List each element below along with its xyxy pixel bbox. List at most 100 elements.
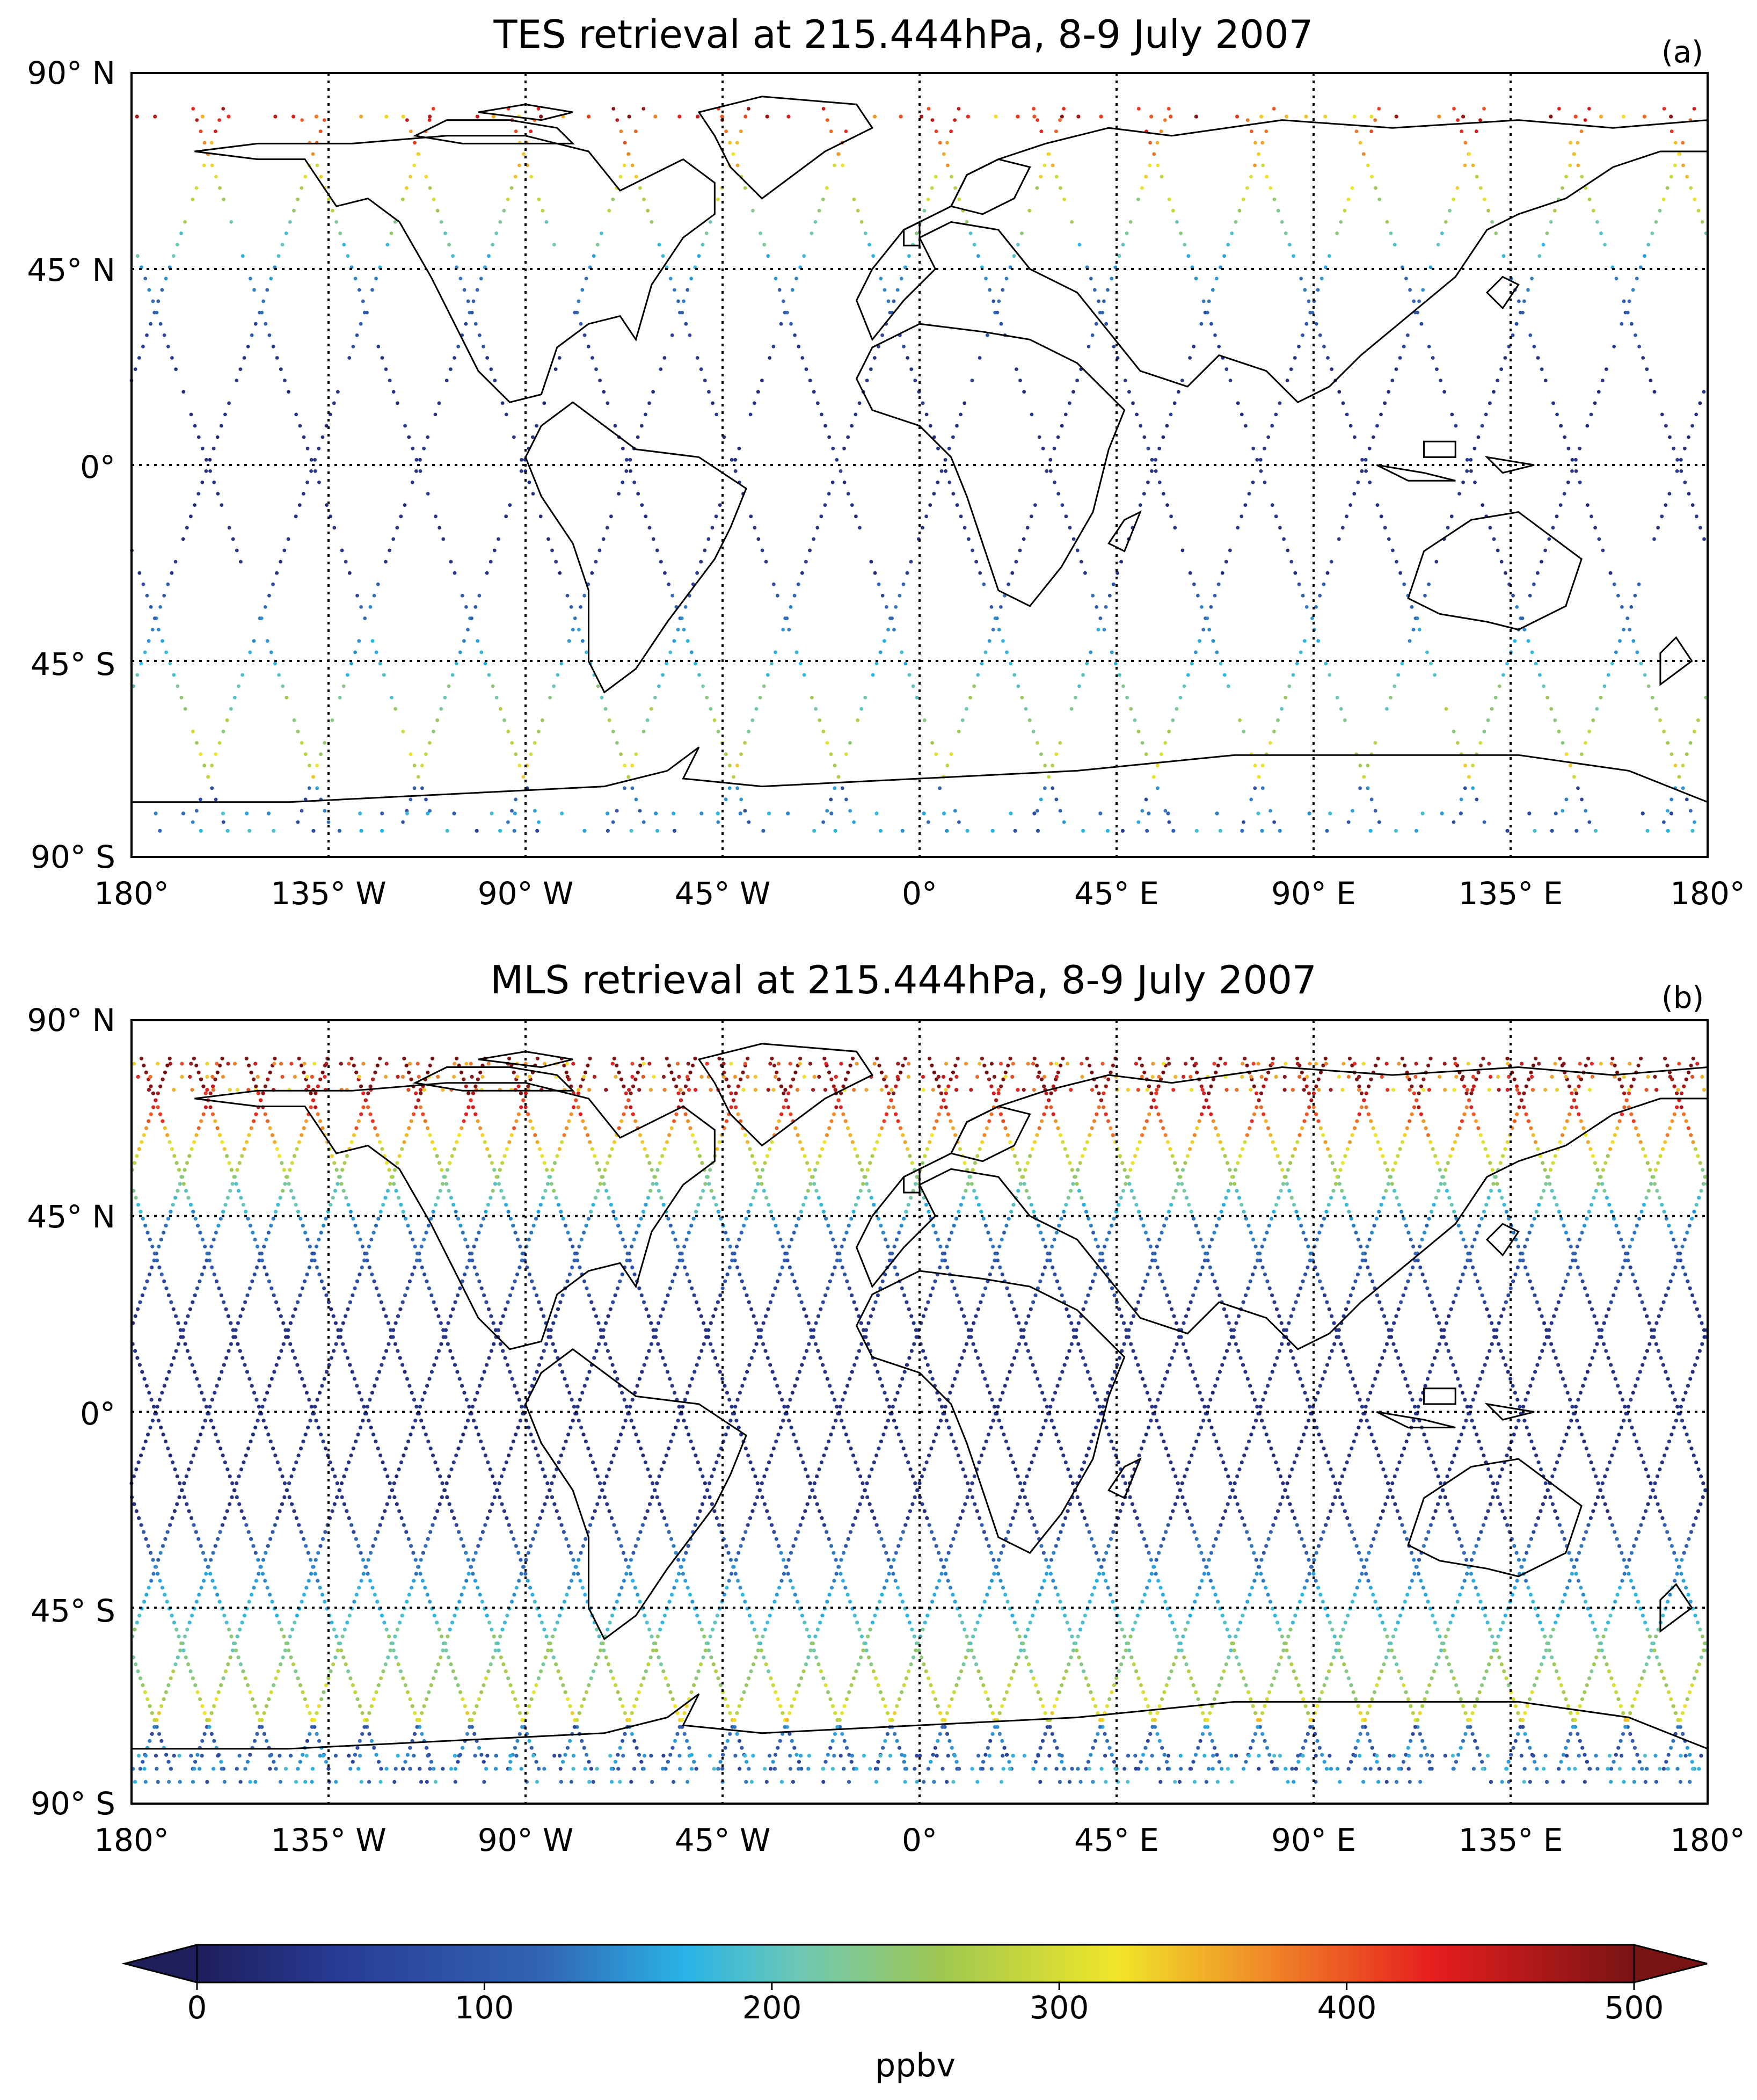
data-point xyxy=(897,1231,901,1235)
data-point xyxy=(906,356,909,360)
data-point xyxy=(240,254,245,258)
data-point xyxy=(669,1440,673,1444)
data-point xyxy=(1469,469,1473,473)
data-point xyxy=(869,1662,873,1667)
data-point xyxy=(915,695,919,700)
colorbar-tick-label-100: 100 xyxy=(454,1989,514,2026)
data-point xyxy=(1001,288,1005,292)
data-point xyxy=(1157,446,1162,450)
data-point xyxy=(326,1676,331,1681)
data-point xyxy=(661,254,665,258)
data-point xyxy=(630,1398,635,1402)
data-point xyxy=(603,1168,607,1172)
data-point xyxy=(191,1454,195,1458)
data-point xyxy=(954,1447,958,1451)
data-point xyxy=(747,730,751,733)
data-point xyxy=(347,1614,352,1618)
data-point xyxy=(752,1627,756,1632)
data-point xyxy=(955,503,959,507)
data-point xyxy=(368,1579,373,1583)
data-point xyxy=(1656,526,1660,530)
data-point xyxy=(570,1711,574,1715)
data-point xyxy=(313,1572,317,1576)
data-point xyxy=(970,1481,974,1485)
data-point xyxy=(212,1704,216,1708)
data-point xyxy=(141,582,145,586)
data-point xyxy=(422,1237,426,1242)
data-point xyxy=(749,1356,754,1360)
data-point xyxy=(305,446,310,450)
data-point xyxy=(851,1210,856,1214)
data-point xyxy=(163,1126,167,1130)
data-point xyxy=(1053,481,1056,484)
data-point xyxy=(925,1614,930,1618)
data-point xyxy=(346,254,350,258)
data-point xyxy=(513,811,517,816)
data-point xyxy=(509,1447,513,1451)
data-point xyxy=(979,1454,983,1458)
data-point xyxy=(401,730,405,733)
data-point xyxy=(748,1460,753,1465)
data-point xyxy=(397,1509,402,1513)
data-point xyxy=(613,1370,617,1374)
data-point xyxy=(1488,526,1492,530)
data-point xyxy=(813,1168,818,1172)
data-point xyxy=(702,1342,706,1346)
data-point xyxy=(1557,730,1561,733)
data-point xyxy=(261,299,265,303)
data-point xyxy=(543,1189,548,1193)
data-point xyxy=(990,1711,995,1715)
data-point xyxy=(261,1419,266,1423)
data-point xyxy=(565,1593,569,1597)
data-point xyxy=(466,1558,470,1562)
data-point xyxy=(834,1572,839,1576)
data-point xyxy=(354,1593,359,1597)
data-point xyxy=(523,1572,528,1576)
data-point xyxy=(936,1426,941,1430)
panel-a-lat-label-45s: 45° S xyxy=(30,646,115,682)
data-point xyxy=(1024,707,1028,711)
data-point xyxy=(247,1286,252,1290)
data-point xyxy=(961,1196,966,1200)
data-point xyxy=(1056,492,1060,496)
data-point xyxy=(957,730,961,733)
data-point xyxy=(1400,662,1404,666)
data-point xyxy=(338,1335,342,1339)
data-point xyxy=(1579,129,1584,134)
data-point xyxy=(617,1126,621,1130)
data-point xyxy=(575,1718,579,1722)
data-point xyxy=(1587,197,1592,201)
data-point xyxy=(512,1070,516,1074)
data-point xyxy=(997,299,1001,303)
data-point xyxy=(812,1328,816,1332)
data-point xyxy=(557,1516,562,1520)
data-point xyxy=(393,1321,398,1325)
data-point xyxy=(983,1690,988,1695)
data-point xyxy=(1169,514,1173,519)
data-point xyxy=(1631,639,1636,643)
data-point xyxy=(646,208,650,213)
data-point xyxy=(848,809,852,813)
data-point xyxy=(775,1279,779,1283)
data-point xyxy=(642,197,646,201)
data-point xyxy=(753,1502,757,1506)
data-point xyxy=(963,1502,967,1506)
data-point xyxy=(514,797,517,802)
data-point xyxy=(829,1119,834,1123)
data-point xyxy=(680,616,684,620)
data-point xyxy=(1522,299,1526,303)
data-point xyxy=(710,1474,714,1479)
data-point xyxy=(742,1224,746,1228)
data-point xyxy=(1683,481,1687,484)
data-point xyxy=(260,1405,265,1409)
data-point xyxy=(539,1307,543,1311)
data-point xyxy=(1461,481,1466,484)
data-point xyxy=(510,1377,514,1381)
data-point xyxy=(1635,277,1639,281)
data-point xyxy=(973,1161,977,1165)
data-point xyxy=(729,1105,733,1109)
data-point xyxy=(1586,503,1590,507)
data-point xyxy=(844,797,848,802)
data-point xyxy=(269,1286,274,1290)
panel-a-lon-label-0: 0° xyxy=(902,875,937,912)
